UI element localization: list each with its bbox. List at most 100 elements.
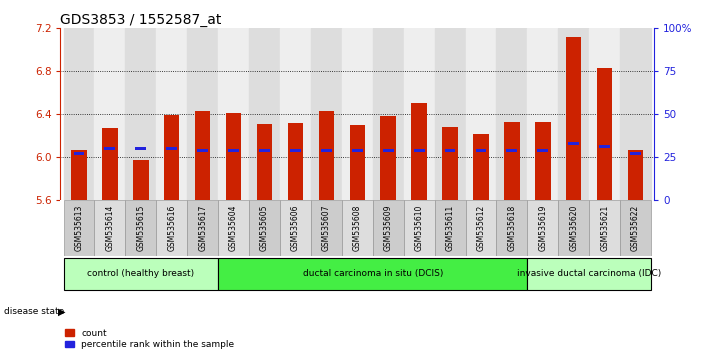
Bar [319, 111, 334, 200]
Text: control (healthy breast): control (healthy breast) [87, 269, 194, 278]
Text: GSM535610: GSM535610 [415, 205, 424, 251]
Bar [288, 123, 303, 200]
Legend: count, percentile rank within the sample: count, percentile rank within the sample [65, 329, 235, 349]
Text: GSM535621: GSM535621 [600, 205, 609, 251]
Bar [105, 147, 115, 150]
Bar [373, 28, 404, 200]
FancyBboxPatch shape [156, 200, 187, 256]
FancyBboxPatch shape [311, 200, 342, 256]
Bar [352, 149, 363, 152]
Bar [135, 147, 146, 150]
Text: GSM535615: GSM535615 [137, 205, 145, 251]
Bar [102, 128, 117, 200]
Bar [125, 28, 156, 200]
Bar [444, 149, 456, 152]
Bar [228, 149, 239, 152]
Bar [538, 149, 548, 152]
Bar [630, 152, 641, 155]
FancyBboxPatch shape [218, 258, 528, 290]
Bar [558, 28, 589, 200]
Bar [133, 160, 149, 200]
Text: disease state: disease state [4, 307, 64, 316]
Bar [466, 28, 496, 200]
FancyBboxPatch shape [95, 200, 125, 256]
FancyBboxPatch shape [342, 200, 373, 256]
FancyBboxPatch shape [496, 200, 528, 256]
Bar [380, 116, 396, 200]
Bar [259, 149, 270, 152]
Bar [226, 113, 241, 200]
Bar [528, 28, 558, 200]
Bar [218, 28, 249, 200]
FancyBboxPatch shape [373, 200, 404, 256]
Text: ductal carcinoma in situ (DCIS): ductal carcinoma in situ (DCIS) [303, 269, 443, 278]
Bar [280, 28, 311, 200]
FancyBboxPatch shape [466, 200, 496, 256]
Text: GSM535609: GSM535609 [384, 205, 392, 251]
FancyBboxPatch shape [63, 258, 218, 290]
FancyBboxPatch shape [187, 200, 218, 256]
Bar [628, 150, 643, 200]
FancyBboxPatch shape [589, 200, 620, 256]
Text: GSM535612: GSM535612 [476, 205, 486, 251]
Bar [476, 149, 486, 152]
Bar [589, 28, 620, 200]
Bar [257, 124, 272, 200]
Bar [434, 28, 466, 200]
Bar [597, 68, 612, 200]
Bar [166, 147, 177, 150]
Bar [404, 28, 434, 200]
Text: GSM535608: GSM535608 [353, 205, 362, 251]
Bar [504, 122, 520, 200]
Bar [156, 28, 187, 200]
Bar [63, 28, 95, 200]
Text: ▶: ▶ [58, 307, 66, 316]
Text: GSM535605: GSM535605 [260, 205, 269, 251]
FancyBboxPatch shape [528, 200, 558, 256]
Bar [442, 127, 458, 200]
Text: GSM535606: GSM535606 [291, 205, 300, 251]
Bar [311, 28, 342, 200]
FancyBboxPatch shape [434, 200, 466, 256]
FancyBboxPatch shape [620, 200, 651, 256]
Bar [249, 28, 280, 200]
FancyBboxPatch shape [218, 200, 249, 256]
Text: GDS3853 / 1552587_at: GDS3853 / 1552587_at [60, 13, 222, 27]
Bar [321, 149, 332, 152]
Text: GSM535618: GSM535618 [508, 205, 516, 251]
Bar [599, 145, 610, 148]
Bar [71, 150, 87, 200]
FancyBboxPatch shape [63, 200, 95, 256]
Text: GSM535614: GSM535614 [105, 205, 114, 251]
Text: GSM535619: GSM535619 [538, 205, 547, 251]
Text: GSM535604: GSM535604 [229, 205, 238, 251]
Text: invasive ductal carcinoma (IDC): invasive ductal carcinoma (IDC) [517, 269, 661, 278]
Bar [383, 149, 394, 152]
Bar [506, 149, 518, 152]
Bar [568, 142, 579, 145]
FancyBboxPatch shape [280, 200, 311, 256]
Bar [414, 149, 424, 152]
Bar [535, 122, 550, 200]
Bar [350, 125, 365, 200]
Bar [412, 103, 427, 200]
Bar [474, 133, 488, 200]
Bar [620, 28, 651, 200]
Bar [73, 152, 85, 155]
Text: GSM535611: GSM535611 [446, 205, 454, 251]
Text: GSM535617: GSM535617 [198, 205, 207, 251]
Text: GSM535613: GSM535613 [75, 205, 83, 251]
Text: GSM535620: GSM535620 [570, 205, 578, 251]
FancyBboxPatch shape [249, 200, 280, 256]
FancyBboxPatch shape [404, 200, 434, 256]
Bar [496, 28, 528, 200]
Text: GSM535622: GSM535622 [631, 205, 640, 251]
Bar [342, 28, 373, 200]
FancyBboxPatch shape [528, 258, 651, 290]
Bar [290, 149, 301, 152]
Bar [566, 37, 582, 200]
Bar [187, 28, 218, 200]
Text: GSM535607: GSM535607 [322, 205, 331, 251]
FancyBboxPatch shape [125, 200, 156, 256]
Bar [95, 28, 125, 200]
